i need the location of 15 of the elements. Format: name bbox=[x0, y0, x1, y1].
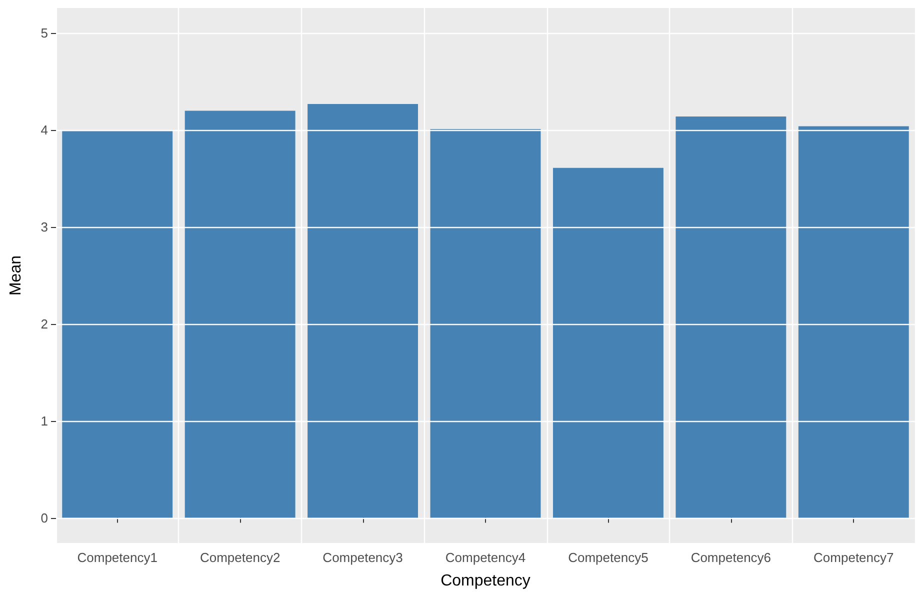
x-tick-label: Competency1 bbox=[77, 550, 158, 565]
x-tick-label: Competency5 bbox=[568, 550, 648, 565]
y-axis-title: Mean bbox=[8, 255, 24, 296]
y-tick-label: 0 bbox=[40, 510, 48, 526]
y-tick-label: 2 bbox=[40, 316, 48, 332]
y-tick-label: 4 bbox=[40, 122, 48, 138]
x-tick-label: Competency6 bbox=[690, 550, 772, 565]
x-tick-label: Competency4 bbox=[445, 550, 526, 565]
y-tick-label: 3 bbox=[40, 220, 48, 235]
x-tick-label: Competency2 bbox=[200, 550, 280, 565]
y-tick-label: 1 bbox=[40, 413, 48, 428]
x-tick-label: Competency3 bbox=[322, 550, 403, 565]
x-tick-label: Competency7 bbox=[814, 550, 894, 565]
x-axis-title: Competency bbox=[440, 572, 530, 590]
y-tick-label: 5 bbox=[40, 26, 48, 41]
